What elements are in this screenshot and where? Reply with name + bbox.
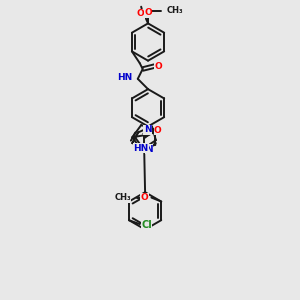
Text: O: O <box>141 193 148 202</box>
Text: HN: HN <box>117 74 132 82</box>
Text: N: N <box>145 145 153 154</box>
Text: CH₃: CH₃ <box>167 6 183 15</box>
Text: O: O <box>154 61 162 70</box>
Text: Cl: Cl <box>141 220 152 230</box>
Text: CH₃: CH₃ <box>114 193 131 202</box>
Text: HN: HN <box>134 143 149 152</box>
Text: O: O <box>144 8 152 17</box>
Text: N: N <box>144 125 152 134</box>
Text: O: O <box>154 126 162 135</box>
Text: O: O <box>136 9 144 18</box>
